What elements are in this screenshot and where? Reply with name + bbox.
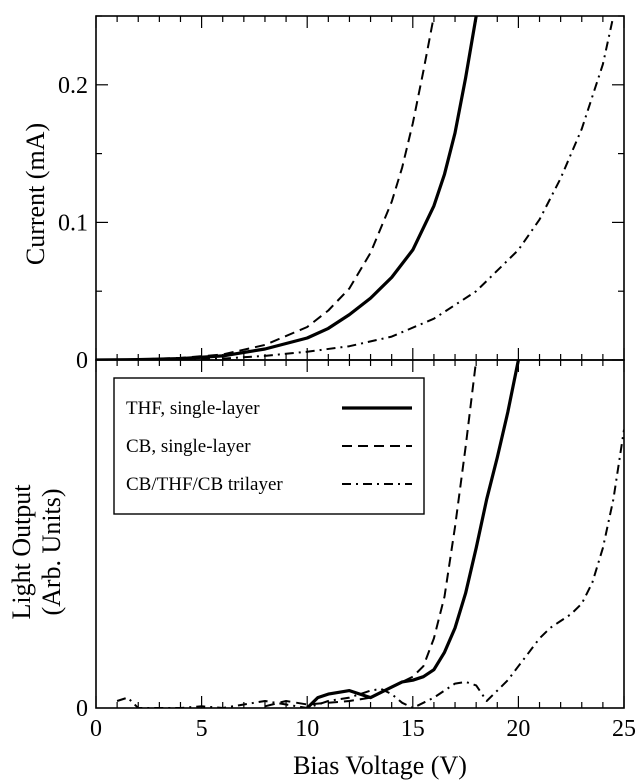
bottom-series-dashed (264, 360, 478, 708)
top-series-solid (96, 16, 478, 360)
x-tick-label: 0 (90, 716, 102, 742)
x-tick-label: 5 (196, 716, 208, 742)
x-tick-label: 15 (401, 716, 425, 742)
x-tick-label: 20 (506, 716, 530, 742)
y-tick-label: 0.2 (58, 73, 88, 99)
legend-entry-label: CB, single-layer (126, 436, 251, 457)
top-series-dashdot (96, 16, 615, 360)
top-y-axis-title: Current (mA) (21, 123, 50, 265)
bottom-y-axis-title-line1: Light Output (7, 484, 36, 620)
legend-layer: THF, single-layer CB, single-layer CB/THF/… (113, 377, 425, 515)
x-axis-title: Bias Voltage (V) (293, 751, 467, 780)
legend-box (113, 377, 425, 515)
bottom-series-solid (306, 360, 520, 708)
y-tick-label: 0.1 (58, 210, 88, 236)
curves-layer (96, 16, 624, 708)
bottom-panel-frame (95, 359, 625, 709)
bottom-y-axis-title-line2: (Arb. Units) (37, 488, 66, 615)
top-panel-frame (95, 15, 625, 361)
legend-entry-label: CB/THF/CB trilayer (126, 474, 283, 495)
axes-layer (95, 15, 625, 709)
x-tick-label: 10 (295, 716, 319, 742)
y-tick-label: 0 (76, 696, 88, 722)
top-series-dashed (96, 16, 435, 360)
legend-entry-label: THF, single-layer (126, 398, 260, 419)
bottom-series-dashdot (116, 429, 624, 708)
y-tick-label: 0 (76, 348, 88, 374)
x-tick-label: 25 (612, 716, 636, 742)
